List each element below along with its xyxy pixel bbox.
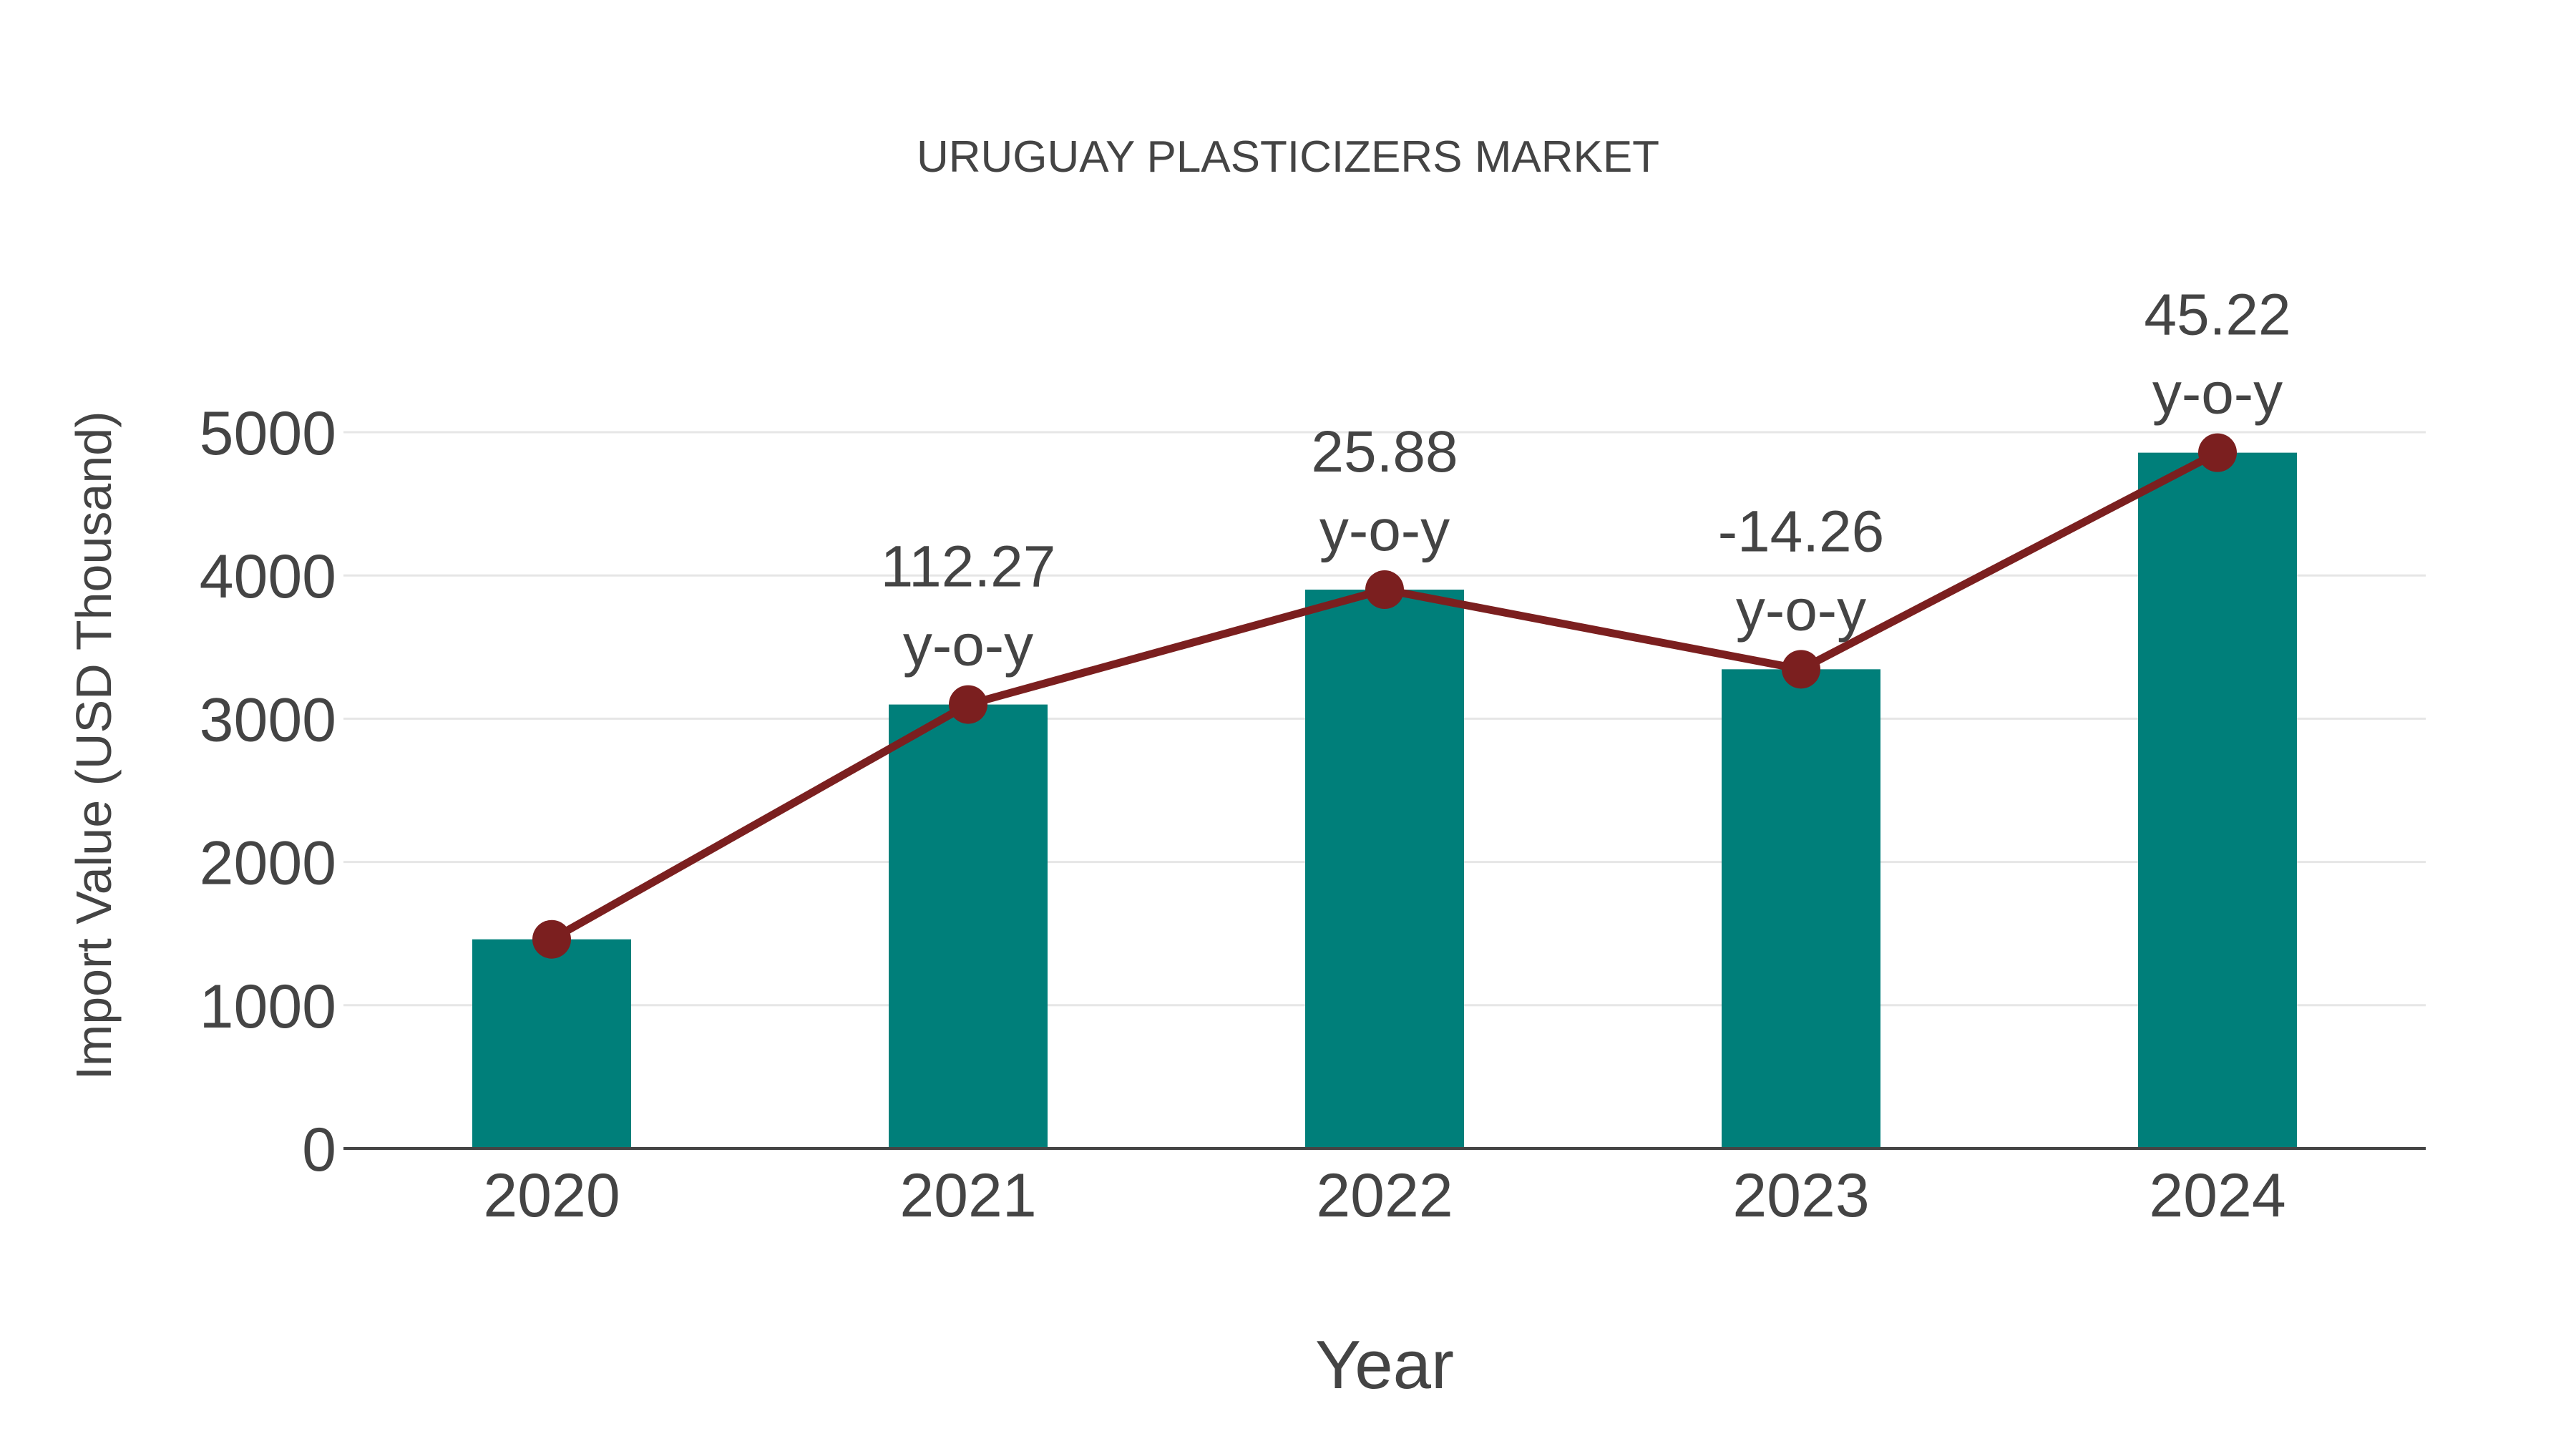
line-series — [532, 433, 2237, 959]
line-marker — [1782, 650, 1820, 689]
yoy-label: y-o-y — [903, 613, 1033, 678]
line-marker — [1365, 570, 1404, 610]
line-marker — [2198, 433, 2237, 472]
yoy-value: 45.22 — [2144, 283, 2290, 348]
y-tick-label: 5000 — [200, 399, 336, 468]
yoy-label: y-o-y — [1736, 577, 1866, 643]
yoy-annotations: 112.27 y-o-y 25.88 y-o-y -14.26 y-o-y 45.22 y-o… — [881, 283, 2291, 678]
y-tick-label: 4000 — [200, 542, 336, 611]
line-marker — [949, 685, 987, 724]
yoy-value: 112.27 — [881, 535, 1056, 600]
yoy-label: y-o-y — [1319, 498, 1450, 563]
y-axis-title: Import Value (USD Thousand) — [66, 411, 122, 1080]
line-marker — [532, 919, 571, 959]
y-tick-label: 1000 — [200, 972, 336, 1041]
x-tick-label: 2021 — [899, 1161, 1036, 1230]
bar-2021 — [889, 704, 1048, 1148]
bar-2020 — [472, 939, 631, 1148]
bar-2022 — [1305, 590, 1464, 1148]
bar-2023 — [1722, 669, 1880, 1148]
x-axis-title: Year — [1315, 1327, 1454, 1403]
chart-title: URUGUAY PLASTICIZERS MARKET — [917, 132, 1659, 182]
y-axis-ticks: 0 1000 2000 3000 4000 5000 — [200, 399, 336, 1184]
yoy-value: -14.26 — [1718, 499, 1885, 564]
yoy-value: 25.88 — [1311, 419, 1458, 484]
yoy-label: y-o-y — [2152, 361, 2283, 426]
x-tick-label: 2022 — [1316, 1161, 1453, 1230]
x-tick-label: 2023 — [1732, 1161, 1869, 1230]
y-tick-label: 0 — [302, 1116, 336, 1184]
y-tick-label: 3000 — [200, 686, 336, 754]
x-axis-ticks: 2020 2021 2022 2023 2024 — [483, 1161, 2285, 1230]
bar-2024 — [2138, 452, 2297, 1148]
x-tick-label: 2020 — [483, 1161, 620, 1230]
y-tick-label: 2000 — [200, 829, 336, 898]
x-tick-label: 2024 — [2149, 1161, 2285, 1230]
bars — [472, 452, 2297, 1148]
